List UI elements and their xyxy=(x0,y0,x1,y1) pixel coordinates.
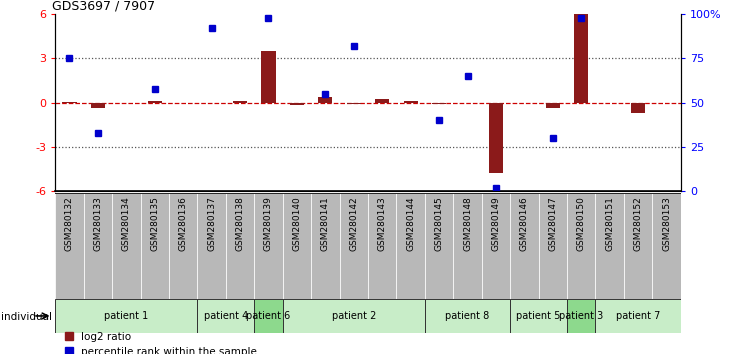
Bar xyxy=(510,193,539,299)
Bar xyxy=(631,103,645,113)
Bar xyxy=(148,101,162,103)
FancyBboxPatch shape xyxy=(197,299,254,333)
Text: GSM280136: GSM280136 xyxy=(179,196,188,251)
Text: patient 7: patient 7 xyxy=(616,311,660,321)
FancyBboxPatch shape xyxy=(55,299,197,333)
Bar xyxy=(545,103,560,108)
Text: patient 3: patient 3 xyxy=(559,311,604,321)
Bar xyxy=(368,193,397,299)
Text: GSM280148: GSM280148 xyxy=(463,196,472,251)
Text: GSM280149: GSM280149 xyxy=(492,196,500,251)
Text: patient 6: patient 6 xyxy=(247,311,291,321)
Bar xyxy=(595,193,624,299)
Text: GSM280137: GSM280137 xyxy=(207,196,216,251)
Bar xyxy=(425,193,453,299)
Bar xyxy=(339,193,368,299)
Bar xyxy=(347,103,361,104)
Text: GSM280146: GSM280146 xyxy=(520,196,529,251)
Text: patient 1: patient 1 xyxy=(105,311,149,321)
Text: GDS3697 / 7907: GDS3697 / 7907 xyxy=(52,0,155,13)
Text: GSM280145: GSM280145 xyxy=(434,196,444,251)
Text: GSM280142: GSM280142 xyxy=(350,196,358,251)
Bar xyxy=(55,193,84,299)
Text: GSM280140: GSM280140 xyxy=(292,196,302,251)
Text: GSM280139: GSM280139 xyxy=(264,196,273,251)
FancyBboxPatch shape xyxy=(425,299,510,333)
Bar xyxy=(233,101,247,103)
Bar xyxy=(84,193,112,299)
Bar xyxy=(397,193,425,299)
Text: GSM280147: GSM280147 xyxy=(548,196,557,251)
Bar xyxy=(197,193,226,299)
Bar xyxy=(141,193,169,299)
Text: GSM280144: GSM280144 xyxy=(406,196,415,251)
Bar xyxy=(567,193,595,299)
Bar xyxy=(91,103,105,108)
Text: GSM280134: GSM280134 xyxy=(121,196,131,251)
Bar xyxy=(112,193,141,299)
Bar xyxy=(624,193,652,299)
Bar xyxy=(453,193,482,299)
Text: GSM280153: GSM280153 xyxy=(662,196,671,251)
Text: patient 2: patient 2 xyxy=(332,311,376,321)
Bar xyxy=(482,193,510,299)
Bar xyxy=(574,14,588,103)
Text: individual: individual xyxy=(1,312,52,322)
FancyBboxPatch shape xyxy=(283,299,425,333)
Bar xyxy=(432,103,446,104)
Text: patient 8: patient 8 xyxy=(445,311,489,321)
Bar xyxy=(226,193,254,299)
Text: patient 4: patient 4 xyxy=(204,311,248,321)
Bar xyxy=(254,193,283,299)
FancyBboxPatch shape xyxy=(254,299,283,333)
Text: GSM280132: GSM280132 xyxy=(65,196,74,251)
Bar xyxy=(318,97,333,103)
Text: GSM280150: GSM280150 xyxy=(577,196,586,251)
Bar xyxy=(283,193,311,299)
Bar xyxy=(311,193,339,299)
Bar xyxy=(403,101,418,103)
Legend: log2 ratio, percentile rank within the sample: log2 ratio, percentile rank within the s… xyxy=(60,327,261,354)
Text: GSM280133: GSM280133 xyxy=(93,196,102,251)
Text: GSM280143: GSM280143 xyxy=(378,196,386,251)
Text: GSM280138: GSM280138 xyxy=(236,196,244,251)
Bar xyxy=(375,99,389,103)
Text: GSM280141: GSM280141 xyxy=(321,196,330,251)
Bar xyxy=(63,102,77,103)
Bar xyxy=(489,103,503,173)
FancyBboxPatch shape xyxy=(510,299,567,333)
Bar xyxy=(652,193,681,299)
Text: GSM280135: GSM280135 xyxy=(150,196,159,251)
FancyBboxPatch shape xyxy=(595,299,681,333)
Bar xyxy=(539,193,567,299)
Text: patient 5: patient 5 xyxy=(517,311,561,321)
Bar xyxy=(169,193,197,299)
Text: GSM280151: GSM280151 xyxy=(605,196,615,251)
Bar xyxy=(261,51,275,103)
Text: GSM280152: GSM280152 xyxy=(634,196,643,251)
FancyBboxPatch shape xyxy=(567,299,595,333)
Bar xyxy=(290,103,304,105)
